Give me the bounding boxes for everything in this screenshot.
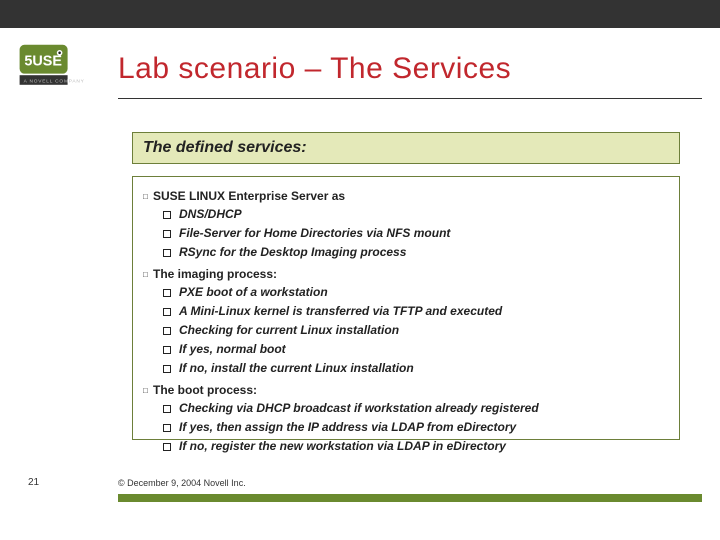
footer-bar bbox=[118, 494, 702, 502]
list-item: If yes, then assign the IP address via L… bbox=[179, 418, 673, 437]
section-heading: □The imaging process: bbox=[143, 265, 673, 283]
list-item: File-Server for Home Directories via NFS… bbox=[179, 224, 673, 243]
section-heading: □SUSE LINUX Enterprise Server as bbox=[143, 187, 673, 205]
section-heading-text: SUSE LINUX Enterprise Server as bbox=[153, 189, 345, 203]
list-item: DNS/DHCP bbox=[179, 205, 673, 224]
list-item: A Mini-Linux kernel is transferred via T… bbox=[179, 302, 673, 321]
slide: 5USE A NOVELL COMPANY Lab scenario – The… bbox=[0, 0, 720, 540]
list-item: If yes, normal boot bbox=[179, 340, 673, 359]
svg-text:A NOVELL COMPANY: A NOVELL COMPANY bbox=[24, 78, 85, 84]
page-number: 21 bbox=[28, 477, 39, 488]
subtitle-text: The defined services: bbox=[143, 139, 307, 156]
section-heading: □The boot process: bbox=[143, 381, 673, 399]
list-item: RSync for the Desktop Imaging process bbox=[179, 243, 673, 262]
list-item: Checking for current Linux installation bbox=[179, 321, 673, 340]
list-item: If no, register the new workstation via … bbox=[179, 437, 673, 456]
suse-logo: 5USE A NOVELL COMPANY bbox=[18, 40, 98, 88]
subtitle-box: The defined services: bbox=[132, 132, 680, 164]
section-heading-text: The boot process: bbox=[153, 383, 257, 397]
title-underline bbox=[118, 98, 702, 99]
top-bar bbox=[0, 0, 720, 28]
footer-copyright: © December 9, 2004 Novell Inc. bbox=[118, 478, 246, 488]
content-box: □SUSE LINUX Enterprise Server as DNS/DHC… bbox=[132, 176, 680, 440]
section-heading-text: The imaging process: bbox=[153, 267, 277, 281]
list-item: PXE boot of a workstation bbox=[179, 283, 673, 302]
list-item: If no, install the current Linux install… bbox=[179, 359, 673, 378]
slide-title: Lab scenario – The Services bbox=[118, 52, 511, 86]
svg-text:5USE: 5USE bbox=[24, 54, 62, 70]
list-item: Checking via DHCP broadcast if workstati… bbox=[179, 399, 673, 418]
